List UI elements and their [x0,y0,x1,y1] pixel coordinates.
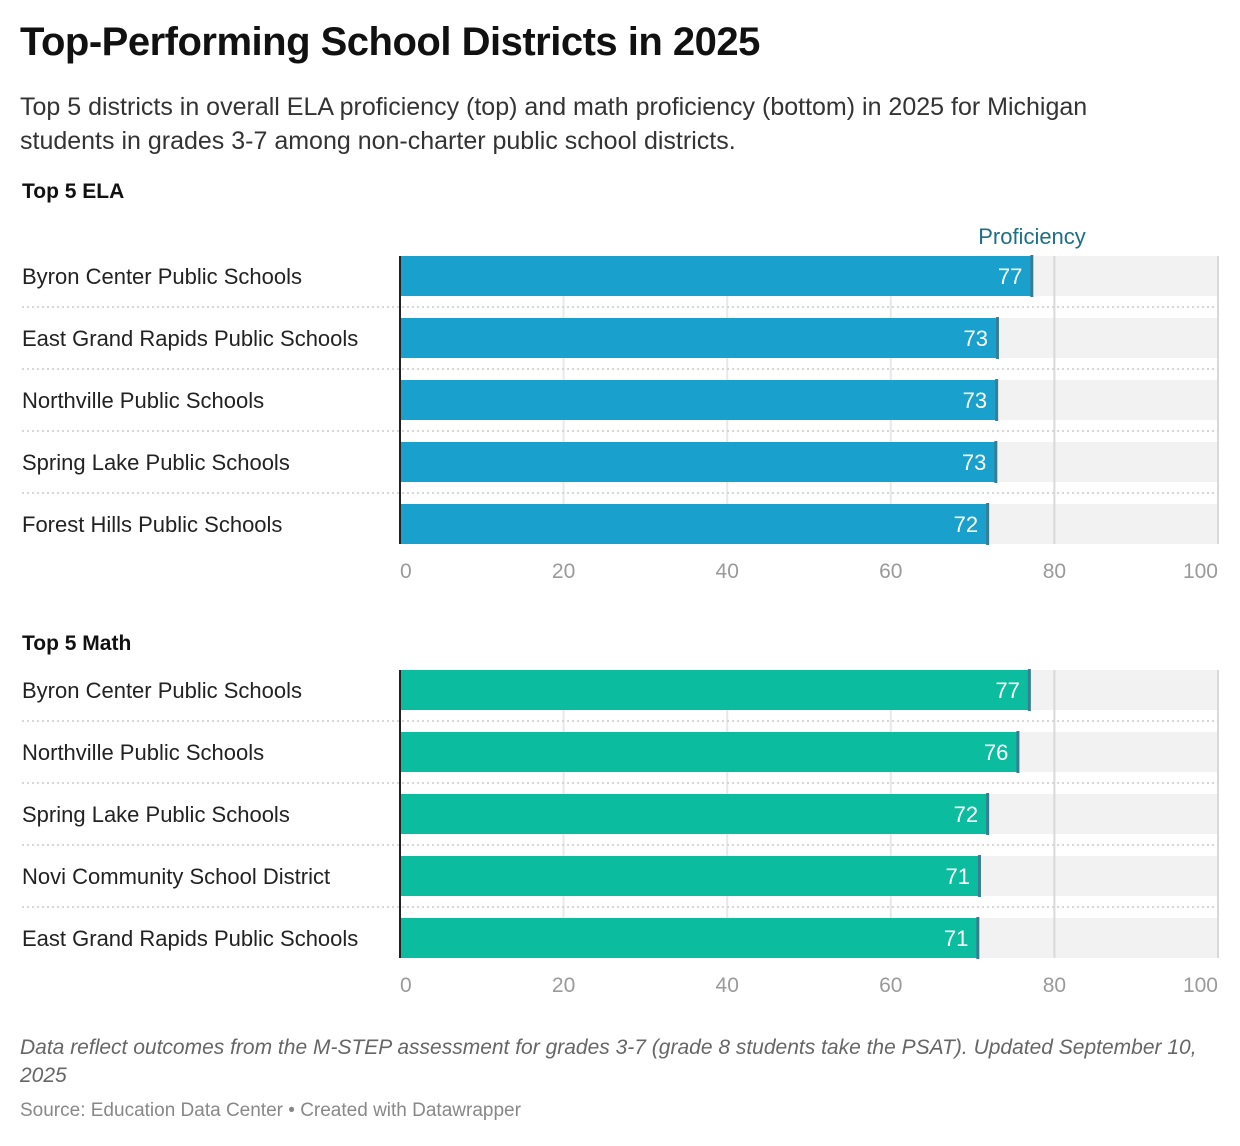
chart-subtitle: Top 5 districts in overall ELA proficien… [20,93,1088,155]
bar [400,380,998,420]
bar [400,670,1030,710]
x-tick-label: 40 [716,974,739,997]
bar [400,918,979,958]
category-label: Byron Center Public Schools [22,264,302,289]
bar-end-marker [994,441,998,483]
chart-source: Source: Education Data Center • Created … [20,1100,521,1121]
bar [400,442,997,482]
x-tick-label: 100 [1183,974,1218,997]
x-tick-label: 80 [1043,560,1066,583]
x-tick-label: 0 [400,560,412,583]
bar [400,794,989,834]
bar [400,318,998,358]
bar-end-marker [1027,669,1031,711]
bar-value-label: 73 [963,388,987,413]
bar-value-label: 73 [963,326,987,351]
math-section-title: Top 5 Math [22,632,132,655]
chart-notes: Data reflect outcomes from the M-STEP as… [20,1036,1197,1087]
category-label: Forest Hills Public Schools [22,512,282,537]
bar-end-marker [1016,731,1020,773]
bar [400,256,1033,296]
category-label: Byron Center Public Schools [22,678,302,703]
bar-value-label: 72 [954,512,978,537]
ela-section-title: Top 5 ELA [22,180,125,203]
bar-end-marker [986,503,990,545]
category-label: East Grand Rapids Public Schools [22,326,358,351]
bar-value-label: 72 [954,802,978,827]
x-tick-label: 80 [1043,974,1066,997]
bar-value-label: 76 [984,740,1008,765]
x-tick-label: 0 [400,974,412,997]
bar-end-marker [1030,255,1034,297]
x-tick-label: 100 [1183,560,1218,583]
bar-value-label: 71 [944,926,968,951]
bar-value-label: 77 [998,264,1022,289]
bar-end-marker [995,379,999,421]
category-label: Spring Lake Public Schools [22,450,290,475]
legend-proficiency: Proficiency [978,224,1086,249]
bar-end-marker [977,855,981,897]
chart-title: Top-Performing School Districts in 2025 [20,20,760,64]
category-label: Northville Public Schools [22,388,264,413]
x-tick-label: 20 [552,974,575,997]
bar-end-marker [986,793,990,835]
category-label: Spring Lake Public Schools [22,802,290,827]
bar-value-label: 73 [962,450,986,475]
bar-value-label: 77 [995,678,1019,703]
bar-value-label: 71 [945,864,969,889]
bar-end-marker [976,917,980,959]
x-tick-label: 60 [879,974,902,997]
x-tick-label: 20 [552,560,575,583]
bar [400,732,1019,772]
bar [400,504,989,544]
category-label: Northville Public Schools [22,740,264,765]
category-label: Novi Community School District [22,864,330,889]
bar-end-marker [995,317,999,359]
x-tick-label: 40 [716,560,739,583]
bar [400,856,980,896]
x-tick-label: 60 [879,560,902,583]
category-label: East Grand Rapids Public Schools [22,926,358,951]
